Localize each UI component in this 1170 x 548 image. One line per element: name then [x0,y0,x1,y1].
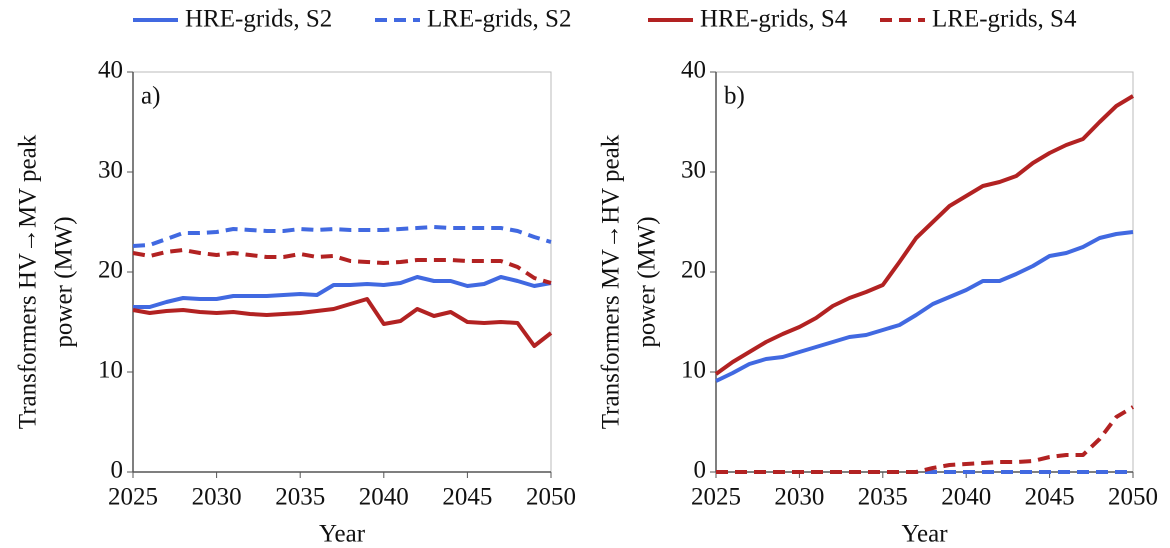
data-line [132,297,553,348]
data-line [132,225,552,248]
x-tick-label: 2045 [1025,484,1075,511]
data-line [714,94,1135,376]
y-tick-label: 10 [98,357,123,384]
y-tick-label: 20 [681,257,706,284]
x-axis-label: Year [319,521,366,548]
x-tick-label: 2035 [858,484,908,511]
x-tick-label: 2030 [774,484,824,511]
legend-label: HRE-grids, S4 [700,6,848,33]
y-axis-label: power (MW) [634,216,661,347]
legend-label: LRE-grids, S2 [427,6,571,33]
panel-label: b) [724,83,745,110]
y-tick-label: 20 [98,257,123,284]
x-tick-label: 2040 [359,484,409,511]
panel-label: a) [141,83,160,110]
y-axis-label: Transformers HV→MV peak [15,134,42,429]
x-tick-label: 2050 [526,484,576,511]
legend-label: HRE-grids, S2 [185,6,332,33]
legend-label: LRE-grids, S4 [932,6,1077,33]
plot-frame [132,71,552,473]
x-tick-label: 2030 [192,484,242,511]
data-line [132,248,552,285]
x-tick-label: 2040 [941,484,991,511]
y-axis-label: power (MW) [51,216,78,347]
x-tick-label: 2045 [442,484,492,511]
data-line [133,275,552,309]
x-tick-label: 2025 [108,484,158,511]
data-line [716,405,1135,474]
y-tick-label: 30 [681,157,706,184]
y-tick-label: 10 [681,357,706,384]
y-tick-label: 40 [681,57,706,84]
plot-frame [715,71,1134,473]
data-line [715,230,1134,383]
y-tick-label: 30 [98,157,123,184]
x-axis-label: Year [901,521,948,548]
x-tick-label: 2050 [1108,484,1158,511]
y-axis-label: Transformers MV→HV peak [598,134,625,429]
y-tick-label: 0 [694,457,707,484]
x-tick-label: 2035 [275,484,325,511]
y-tick-label: 0 [111,457,124,484]
y-tick-label: 40 [98,57,123,84]
x-tick-label: 2025 [691,484,741,511]
